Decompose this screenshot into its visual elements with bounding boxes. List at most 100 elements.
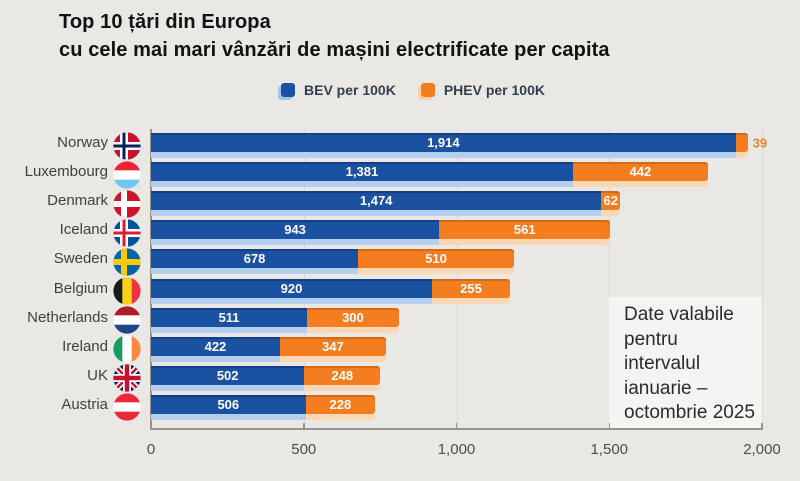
- bev-value-label: 511: [218, 309, 240, 325]
- bev-bar-segment: 1,474: [151, 191, 602, 217]
- country-label: Sweden: [53, 250, 108, 268]
- bar-group: 1,914 39: [151, 133, 767, 158]
- annotation-line: octombrie 2025: [624, 402, 755, 423]
- bar-group: 511 300: [151, 307, 762, 333]
- x-tick-label: 0: [146, 441, 156, 458]
- ireland-flag-icon: [113, 335, 141, 363]
- bev-value-label: 1,914: [427, 135, 460, 150]
- sweden-flag-icon: [113, 248, 141, 276]
- phev-value-label: 561: [513, 222, 536, 238]
- legend: BEV per 100K PHEV per 100K: [278, 82, 545, 98]
- annotation-line: Date valabile: [624, 304, 734, 325]
- bev-bar-segment: 1,914: [151, 133, 736, 158]
- bev-bar-segment: 506: [151, 394, 306, 420]
- bar-group: 1,474 62: [151, 191, 762, 217]
- bev-value-label: 1,474: [359, 193, 393, 209]
- legend-label-phev: PHEV per 100K: [443, 82, 545, 98]
- legend-label-bev: BEV per 100K: [304, 82, 396, 98]
- bev-bar-segment: 511: [151, 307, 308, 333]
- phev-value-label: 442: [629, 164, 652, 180]
- bar-group: 678 510: [151, 249, 762, 275]
- x-tick-mark: [303, 423, 305, 428]
- x-axis-line: [150, 428, 763, 430]
- bev-bar-segment: 1,381: [151, 162, 573, 188]
- x-tick-mark: [608, 423, 610, 428]
- phev-bar-segment: 442: [572, 162, 708, 188]
- bar-group: 506 228: [151, 394, 762, 420]
- phev-bar-segment: 347: [279, 336, 386, 362]
- bev-value-label: 422: [204, 338, 227, 354]
- bar-group: 920 255: [151, 278, 762, 304]
- annotation-line: ianuarie –: [624, 377, 708, 399]
- phev-bar-segment: 510: [358, 249, 514, 275]
- chart-title-line-2: cu cele mai mari vânzări de mașini elect…: [59, 39, 610, 61]
- bev-value-label: 920: [280, 280, 303, 296]
- luxembourg-flag-icon: [113, 160, 141, 189]
- chart-row-sweden: Sweden 678 510: [0, 246, 800, 276]
- norway-flag-icon: [113, 131, 141, 160]
- chart-row-norway: Norway 1,914 39: [0, 130, 800, 160]
- gridline: [609, 129, 611, 429]
- phev-bar-segment: 228: [305, 394, 376, 420]
- country-label: Iceland: [59, 221, 108, 239]
- annotation-line: pentru: [624, 328, 678, 350]
- phev-bar-segment: 561: [439, 220, 611, 246]
- chart-row-uk: UK 502 248: [0, 362, 800, 392]
- bev-bar-segment: 422: [151, 336, 280, 362]
- bev-value-label: 943: [284, 222, 306, 238]
- x-tick-label: 2,000: [743, 441, 781, 458]
- bev-value-label: 506: [217, 396, 240, 412]
- chart-title-line-1: Top 10 țări din Europa: [59, 11, 271, 33]
- country-label: Belgium: [53, 279, 108, 297]
- phev-value-label: 347: [322, 338, 344, 354]
- phev-value-label: 300: [342, 309, 364, 325]
- chart-row-denmark: Denmark 1,474 62: [0, 188, 800, 218]
- bev-bar-segment: 678: [151, 249, 359, 275]
- bev-value-label: 678: [243, 251, 266, 267]
- bev-swatch-icon: [281, 83, 295, 97]
- country-label: Norway: [57, 134, 108, 151]
- austria-flag-icon: [113, 393, 141, 421]
- bev-bar-segment: 502: [151, 365, 305, 391]
- chart-row-luxembourg: Luxembourg 1,381 442: [0, 159, 800, 189]
- country-label: UK: [87, 366, 108, 384]
- belgium-flag-icon: [113, 277, 141, 305]
- country-label: Austria: [61, 395, 108, 413]
- country-label: Netherlands: [27, 308, 108, 326]
- country-label: Denmark: [47, 192, 108, 210]
- x-tick-label: 1,000: [437, 441, 476, 458]
- phev-value-label: 228: [329, 396, 352, 412]
- uk-flag-icon: [113, 364, 141, 392]
- legend-item-bev: BEV per 100K: [278, 82, 396, 98]
- country-label: Ireland: [62, 337, 108, 355]
- country-label: Luxembourg: [24, 163, 108, 181]
- chart-row-ireland: Ireland 422 347: [0, 333, 800, 363]
- phev-bar-segment: 300: [307, 307, 399, 333]
- annotation-box: Date valabile pentru intervalul ianuarie – o…: [609, 297, 762, 428]
- annotation-line: intervalul: [624, 353, 701, 374]
- bar-group: 943 561: [151, 220, 762, 246]
- chart-title: Top 10 țări din Europa cu cele mai mari …: [59, 8, 610, 64]
- phev-value-label: 248: [331, 367, 354, 383]
- bev-bar-segment: 920: [151, 278, 433, 304]
- netherlands-flag-icon: [113, 306, 141, 334]
- denmark-flag-icon: [113, 190, 141, 218]
- legend-item-phev: PHEV per 100K: [418, 82, 545, 98]
- bev-value-label: 1,381: [345, 164, 379, 180]
- bar-group: 422 347: [151, 336, 762, 362]
- phev-bar-segment: 255: [432, 278, 510, 304]
- phev-swatch-icon: [420, 83, 435, 97]
- x-tick-label: 500: [291, 441, 317, 458]
- phev-value-label: 62: [603, 193, 618, 209]
- phev-bar-segment: 39: [735, 133, 767, 158]
- bev-value-label: 502: [216, 367, 239, 383]
- chart-row-netherlands: Netherlands 511 300: [0, 304, 800, 334]
- x-tick-mark: [455, 423, 458, 428]
- chart-row-austria: Austria 506 228: [0, 391, 800, 421]
- bar-group: 502 248: [151, 365, 762, 391]
- phev-bar-segment: 248: [304, 365, 381, 391]
- iceland-flag-icon: [113, 219, 141, 247]
- x-tick-mark: [150, 423, 152, 428]
- phev-value-label: 255: [460, 280, 482, 296]
